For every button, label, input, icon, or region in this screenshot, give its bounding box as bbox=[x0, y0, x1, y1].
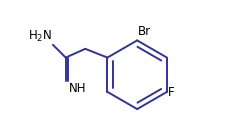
Text: F: F bbox=[168, 86, 175, 99]
Text: H$_2$N: H$_2$N bbox=[28, 29, 52, 44]
Text: NH: NH bbox=[69, 82, 86, 95]
Text: Br: Br bbox=[138, 25, 151, 38]
